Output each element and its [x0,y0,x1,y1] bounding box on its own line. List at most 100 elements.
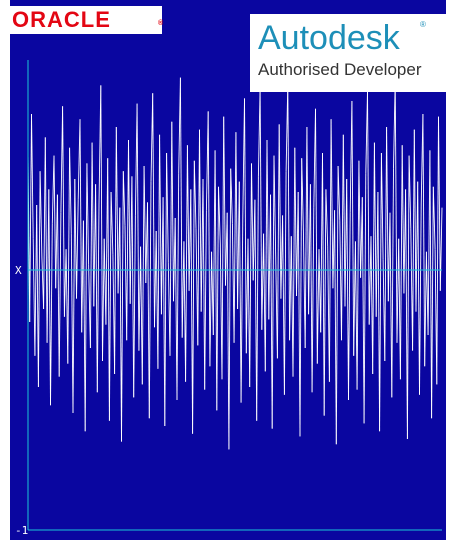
series-segment [325,189,329,247]
series-segment [141,165,145,385]
series-segment [207,111,211,367]
autodesk-registered-mark: ® [420,20,426,29]
series-segment [398,238,401,380]
series-segment [96,204,100,393]
series-segment [216,186,219,411]
series-segment [304,126,308,349]
series-segment [114,126,117,375]
series-segment [39,171,43,258]
series-segment [261,233,265,330]
series-segment [335,165,339,445]
series-segment [122,171,126,226]
series-segment [169,121,173,356]
series-segment [282,215,285,395]
series-segment [159,134,162,315]
series-segment [235,132,239,310]
y-tick-min: -1 [15,524,28,537]
series-segment [292,147,296,377]
series-segment [179,77,183,338]
series-segment [91,142,95,307]
series-segment [110,191,114,255]
series-segment [193,160,197,229]
series-segment [136,103,140,351]
series-segment [121,171,124,442]
series-segment [408,155,412,229]
series-segment [316,249,320,364]
series-segment [62,106,65,317]
series-segment [69,147,72,234]
series-segment [128,139,131,304]
series-segment [341,134,344,341]
series-segment [226,212,230,450]
series-segment [56,194,60,377]
series-segment [221,116,225,380]
series-segment [176,173,180,401]
series-segment [432,186,436,250]
series-segment [270,194,273,429]
series-segment [162,197,166,427]
series-segment [154,230,157,328]
series-segment [315,108,318,364]
series-segment [424,251,427,367]
series-segment [342,134,346,307]
series-segment [358,160,362,278]
series-segment [429,150,433,419]
series-segment [105,158,109,325]
series-segment [320,152,323,333]
series-segment [164,152,168,427]
series-segment [346,178,349,401]
series-segment [368,236,372,325]
series-segment [290,236,294,377]
series-segment [311,207,315,393]
series-segment [301,158,304,232]
series-segment [186,145,190,291]
series-segment [330,119,334,289]
series-segment [138,246,142,351]
series-segment [328,119,332,382]
x-tick-end: 609 [428,542,448,555]
series-segment [53,155,57,289]
series-segment [50,223,53,406]
series-segment [396,238,400,343]
series-segment [231,223,235,343]
series-segment [283,171,287,395]
series-segment [93,184,97,307]
series-segment [367,90,370,325]
series-segment [254,199,258,421]
series-segment [410,228,414,351]
series-segment [72,178,76,414]
series-segment [247,238,251,388]
series-segment [67,147,71,364]
series-segment [309,184,313,393]
series-segment [294,147,297,297]
autodesk-tagline: Authorised Developer [258,60,422,79]
series-segment [266,139,270,320]
series-segment [58,212,62,377]
series-segment [147,202,150,419]
series-segment [379,152,382,432]
series-segment [31,113,34,239]
autodesk-brand-text: Autodesk [258,19,400,57]
series-segment [195,228,199,346]
series-segment [373,142,377,317]
series-segment [353,241,356,356]
series-segment [174,217,178,401]
series-segment [129,176,133,304]
series-segment [152,93,155,328]
series-segment [405,189,408,440]
y-axis-label: X [15,264,22,277]
series-segment [415,181,419,312]
series-segment [185,145,188,382]
series-segment [271,155,275,429]
series-segment [297,191,301,437]
series-segment [276,124,280,359]
series-segment [126,139,129,341]
series-segment [399,145,403,380]
series-segment [427,150,431,336]
series-segment [278,124,282,299]
series-segment [133,215,136,398]
series-segment [308,184,311,315]
series-segment [82,220,86,432]
series-segment [171,121,174,302]
series-segment [394,80,398,343]
